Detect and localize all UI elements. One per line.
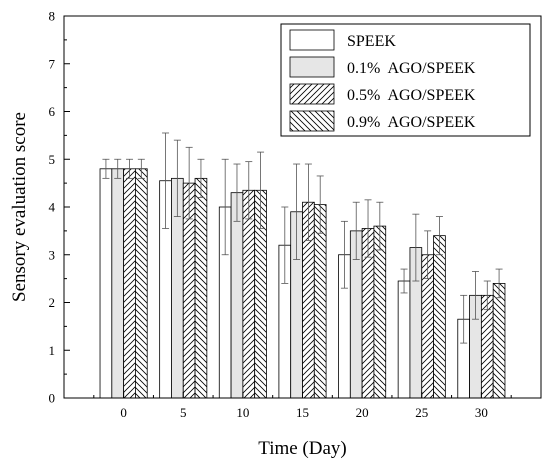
error-bar-2-day-30 — [471, 271, 479, 320]
error-bar-2-day-5 — [173, 139, 181, 217]
bar-3-day-10 — [242, 189, 256, 399]
bars-group — [99, 168, 506, 399]
error-bar-3-day-15 — [304, 163, 312, 241]
legend: SPEEK 0.1% AGO/SPEEK 0.5% AGO/SPEEK 0.9% AG… — [280, 23, 531, 137]
y-axis-ticks: 0 1 2 3 4 5 6 7 8 — [49, 9, 70, 406]
y-tick-label-2: 2 — [49, 295, 56, 310]
error-bar-1-day-10 — [221, 158, 229, 256]
y-tick-label-3: 3 — [49, 247, 56, 262]
bar-4-day-20 — [373, 225, 387, 399]
y-tick-label-4: 4 — [49, 200, 56, 215]
bar-4-day-5 — [194, 177, 208, 399]
error-bar-4-day-20 — [376, 201, 384, 251]
bar-3-day-30 — [480, 294, 494, 399]
error-bar-3-day-30 — [483, 280, 491, 311]
y-axis-title: Sensory evaluation score — [9, 112, 30, 302]
bar-1-day-0 — [99, 168, 113, 399]
y-tick-label-8: 8 — [49, 9, 56, 24]
x-axis-ticks: 0 5 10 15 20 25 30 — [93, 392, 512, 420]
y-tick-label-1: 1 — [49, 343, 56, 358]
legend-label-2: 0.1% AGO/SPEEK — [347, 60, 476, 77]
error-bar-3-day-10 — [245, 161, 253, 220]
x-tick-label-5: 5 — [180, 405, 187, 420]
legend-swatch-1 — [289, 29, 335, 51]
bar-4-day-25 — [433, 235, 446, 399]
error-bar-4-day-25 — [435, 216, 443, 256]
error-bar-2-day-20 — [352, 201, 360, 260]
y-tick-label-5: 5 — [49, 152, 56, 167]
error-bar-1-day-25 — [400, 268, 408, 294]
y-tick-label-0: 0 — [49, 391, 56, 406]
bar-4-day-30 — [492, 282, 506, 399]
error-bar-4-day-5 — [197, 158, 205, 198]
error-bar-1-day-30 — [460, 294, 468, 344]
error-bar-4-day-30 — [495, 268, 503, 299]
x-tick-label-20: 20 — [356, 405, 369, 420]
x-axis-title: Time (Day) — [258, 438, 347, 459]
legend-label-1: SPEEK — [347, 33, 396, 50]
x-tick-label-25: 25 — [415, 405, 428, 420]
legend-swatch-3 — [289, 83, 335, 105]
legend-label-4: 0.9% AGO/SPEEK — [347, 114, 476, 131]
bar-3-day-0 — [123, 168, 136, 399]
error-bar-2-day-25 — [412, 213, 420, 282]
error-bar-3-day-25 — [424, 230, 432, 280]
y-tick-label-6: 6 — [49, 104, 56, 119]
error-bar-4-day-10 — [257, 151, 265, 229]
x-tick-label-15: 15 — [296, 405, 309, 420]
error-bar-1-day-0 — [102, 158, 110, 179]
error-bar-2-day-15 — [293, 163, 301, 260]
error-bar-1-day-5 — [162, 132, 170, 229]
bar-4-day-0 — [135, 168, 148, 399]
legend-label-3: 0.5% AGO/SPEEK — [347, 87, 476, 104]
error-bar-3-day-0 — [126, 158, 134, 179]
error-bar-2-day-0 — [114, 158, 122, 179]
legend-swatch-2 — [289, 56, 335, 78]
y-tick-label-7: 7 — [49, 56, 56, 71]
x-tick-label-30: 30 — [475, 405, 488, 420]
error-bar-4-day-0 — [137, 158, 145, 179]
bar-2-day-10 — [230, 192, 244, 399]
error-bar-3-day-20 — [364, 199, 372, 258]
error-bar-1-day-20 — [340, 220, 348, 289]
bar-2-day-0 — [111, 168, 125, 399]
x-tick-label-10: 10 — [236, 405, 249, 420]
error-bars-group — [102, 132, 503, 344]
error-bar-2-day-10 — [233, 163, 241, 222]
error-bar-3-day-5 — [185, 146, 193, 220]
error-bar-4-day-15 — [316, 175, 324, 234]
legend-swatch-4 — [289, 110, 335, 132]
bar-1-day-25 — [397, 280, 411, 399]
x-tick-label-0: 0 — [120, 405, 127, 420]
error-bar-1-day-15 — [281, 206, 289, 284]
